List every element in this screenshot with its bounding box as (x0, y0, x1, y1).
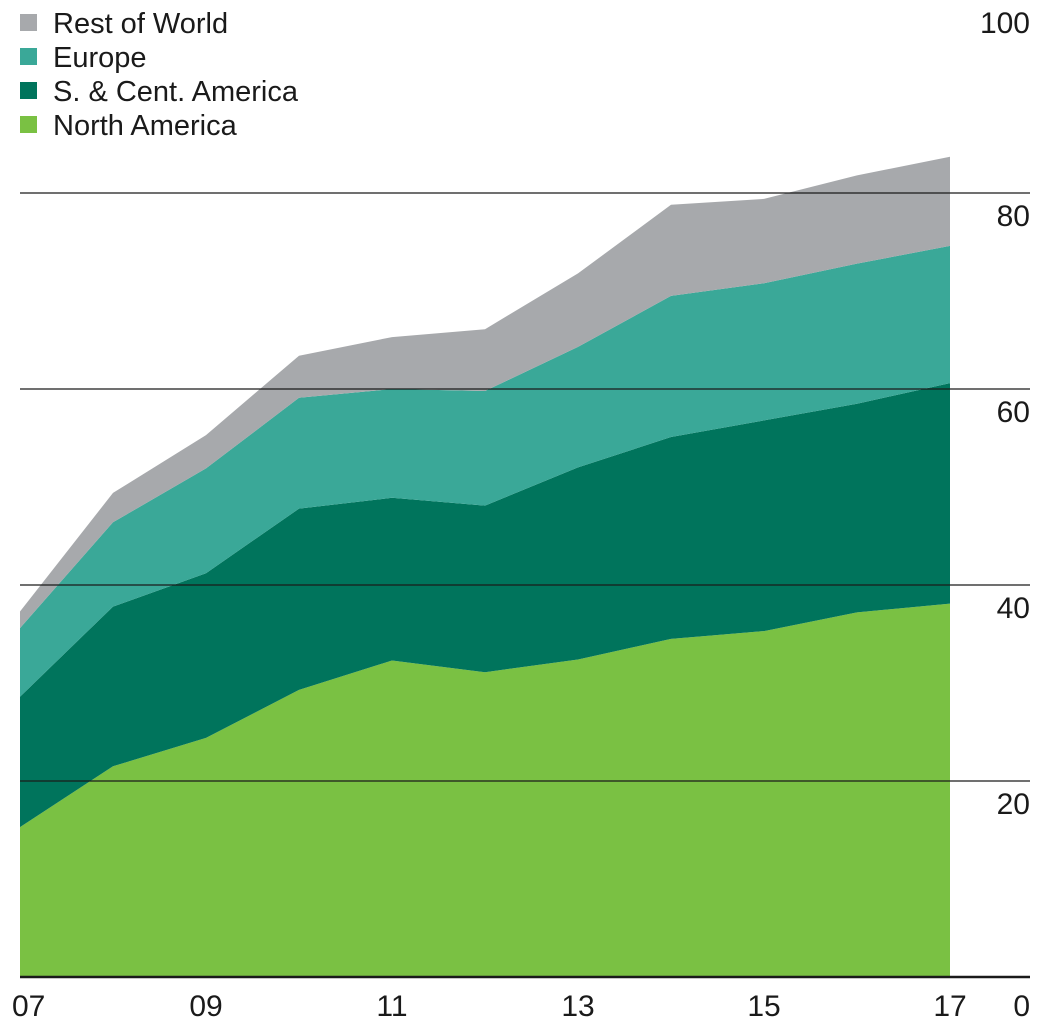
x-tick-label: 13 (561, 990, 594, 1022)
y-tick-label: 80 (997, 200, 1030, 233)
x-tick-label: 11 (376, 990, 407, 1022)
y-tick-label: 100 (980, 7, 1030, 40)
x-tick-label: 15 (747, 990, 780, 1022)
y-axis: 0 20 40 60 80 100 (980, 7, 1030, 1022)
y-tick-label: 40 (997, 592, 1030, 625)
legend-label-s-cent-america: S. & Cent. America (53, 76, 299, 108)
x-tick-label: 07 (12, 990, 45, 1022)
area-layer (20, 157, 950, 977)
y-tick-label: 20 (997, 788, 1030, 821)
x-axis: 07 09 11 13 15 17 (12, 977, 1030, 1022)
x-tick-label: 17 (933, 990, 966, 1022)
y-tick-label: 0 (1013, 990, 1030, 1022)
x-tick-label: 09 (189, 990, 222, 1022)
legend-label-north-america: North America (53, 110, 238, 142)
legend-swatch-europe (20, 48, 37, 65)
legend-swatch-s-cent-america (20, 82, 37, 99)
legend-swatch-north-america (20, 116, 37, 133)
legend-label-europe: Europe (53, 42, 147, 74)
legend-label-rest-of-world: Rest of World (53, 8, 228, 40)
legend-swatch-rest-of-world (20, 14, 37, 31)
y-tick-label: 60 (997, 396, 1030, 429)
